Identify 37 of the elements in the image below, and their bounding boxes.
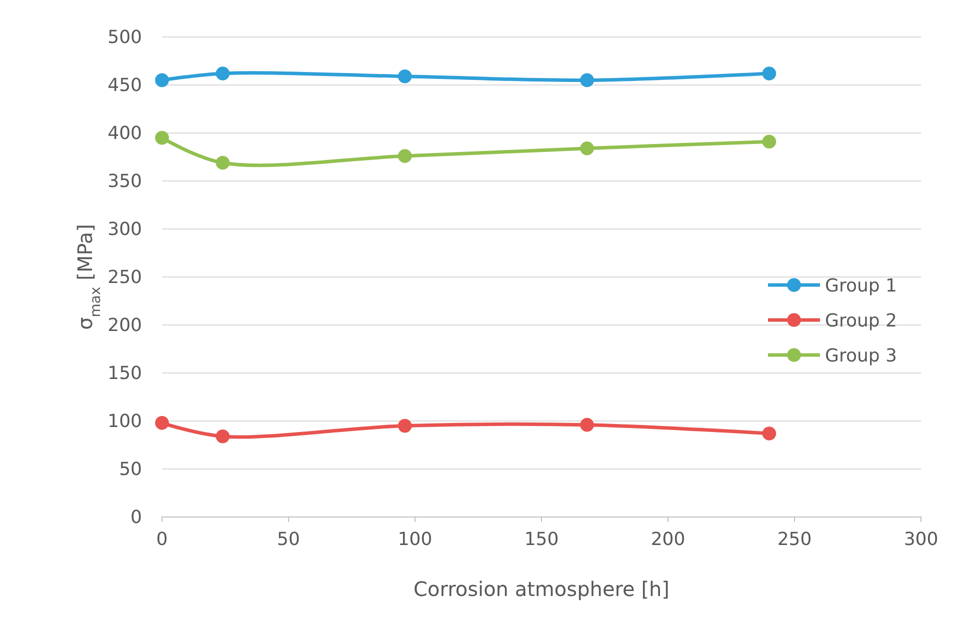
- point: [762, 134, 776, 149]
- x-tick-label: 100: [398, 528, 432, 550]
- point: [398, 69, 412, 84]
- legend-label: Group 3: [825, 345, 897, 366]
- y-tick-label: 400: [108, 122, 142, 144]
- y-tick-label: 50: [119, 458, 142, 480]
- x-axis-title: Corrosion atmosphere [h]: [414, 577, 670, 601]
- x-tick-label: 150: [524, 528, 559, 550]
- point: [216, 66, 230, 80]
- point: [398, 149, 412, 163]
- y-tick-label: 100: [108, 410, 142, 432]
- x-tick-label: 0: [156, 528, 168, 550]
- point: [398, 418, 412, 433]
- point: [216, 156, 230, 170]
- y-tick-label: 200: [108, 314, 142, 336]
- point: [155, 416, 169, 430]
- y-tick-label: 450: [108, 74, 142, 96]
- x-tick-label: 50: [277, 528, 300, 550]
- point: [155, 73, 169, 88]
- x-tick-label: 200: [650, 528, 686, 550]
- x-tick-label: 300: [904, 528, 938, 550]
- point: [155, 130, 169, 145]
- y-tick-label: 500: [108, 26, 142, 48]
- legend-label: Group 2: [825, 310, 897, 332]
- y-tick-label: 250: [108, 266, 142, 288]
- x-tick-label: 250: [777, 528, 812, 550]
- point: [762, 426, 776, 440]
- point: [580, 141, 594, 156]
- point: [580, 73, 594, 88]
- y-tick-label: 0: [130, 506, 142, 528]
- y-tick-label: 150: [108, 362, 142, 384]
- legend-label: Group 1: [825, 275, 897, 296]
- point: [580, 418, 594, 432]
- y-tick-label: 350: [108, 170, 142, 192]
- y-tick-label: 300: [108, 218, 142, 240]
- point: [216, 429, 230, 444]
- point: [762, 66, 776, 80]
